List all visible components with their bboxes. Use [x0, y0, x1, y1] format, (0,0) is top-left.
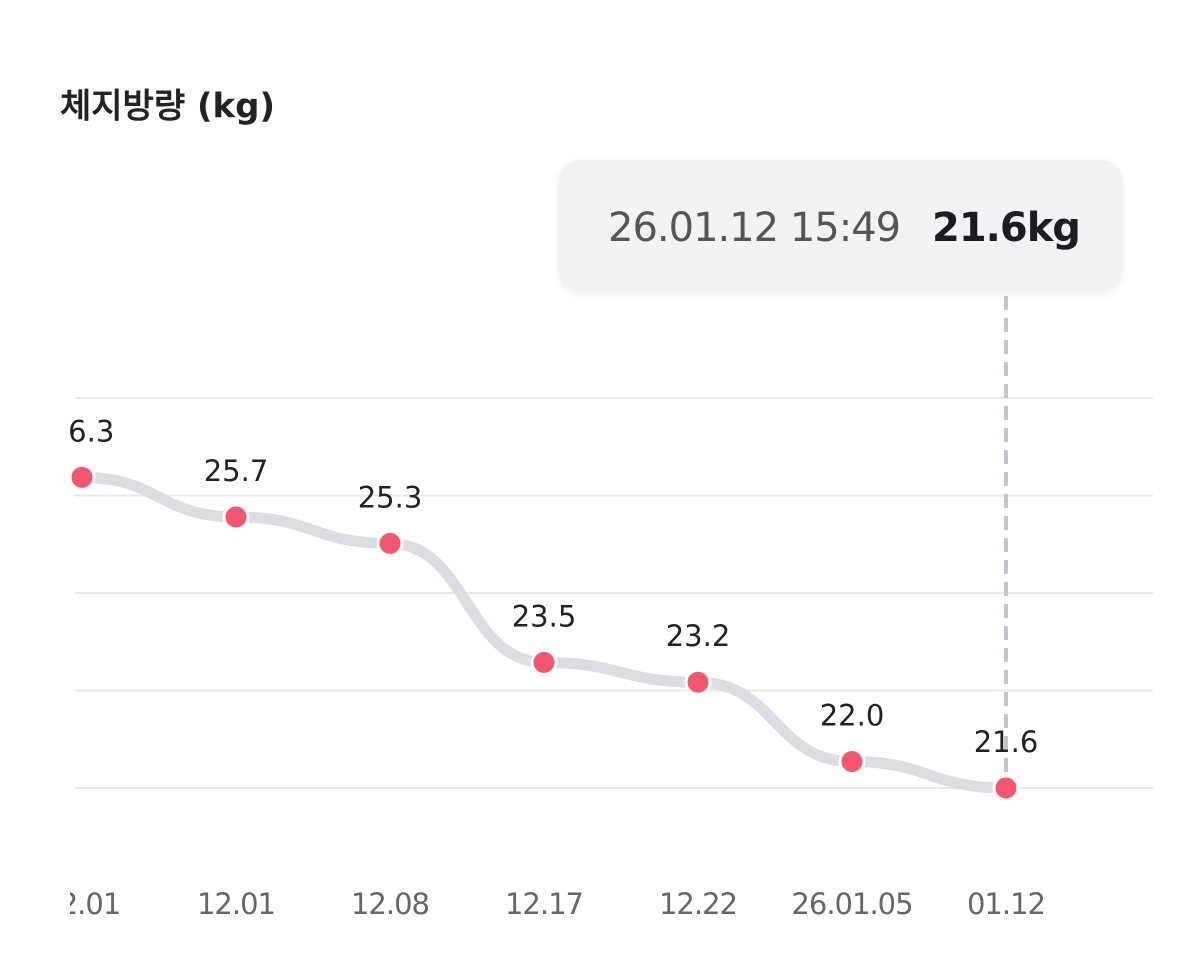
x-tick-label: 12.17 [505, 887, 583, 921]
point [838, 748, 866, 776]
value-label: 26.3 [50, 414, 115, 448]
x-axis: 12.01 12.08 12.17 12.22 26.01.05 01.12 [197, 887, 1046, 921]
chart-title: 체지방량 (kg) [60, 87, 275, 127]
value-label: 22.0 [820, 699, 885, 733]
value-label: 25.3 [358, 480, 423, 514]
point [684, 668, 712, 696]
value-label: 21.6 [974, 725, 1039, 759]
value-label: 23.2 [666, 619, 731, 653]
point [222, 503, 250, 531]
value-label: 23.5 [512, 599, 577, 633]
x-tick-label: 12.22 [659, 887, 737, 921]
x-tick-label: 2.01 [60, 887, 121, 921]
point [992, 774, 1020, 802]
tooltip-datetime: 26.01.12 15:49 [608, 205, 900, 251]
tooltip [558, 160, 1123, 292]
point [530, 648, 558, 676]
x-tick-label: 12.08 [351, 887, 429, 921]
plot-area: 26.3 2.01 25.7 25.3 23.5 23.2 22.0 21.6 [50, 414, 1039, 921]
point [70, 463, 96, 491]
grid [75, 397, 1153, 789]
tooltip-value: 21.6kg [932, 205, 1080, 251]
x-tick-label: 26.01.05 [791, 887, 912, 921]
x-tick-label: 01.12 [967, 887, 1045, 921]
x-tick-label: 12.01 [197, 887, 275, 921]
value-label: 25.7 [204, 454, 269, 488]
point [376, 529, 404, 557]
